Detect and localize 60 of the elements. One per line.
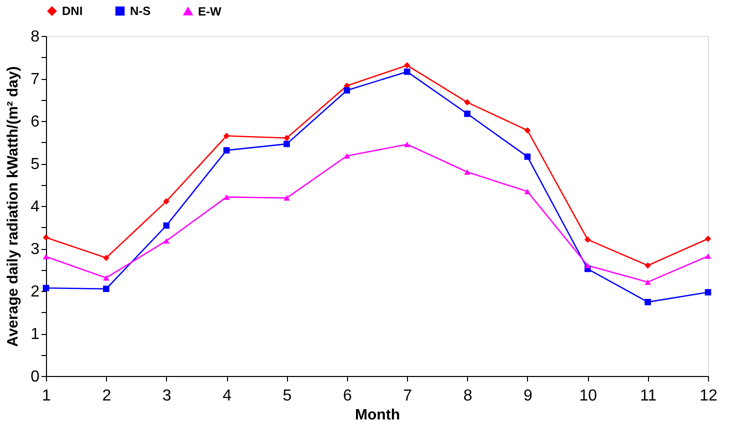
x-tick-label: 6 bbox=[342, 388, 352, 404]
point bbox=[704, 289, 712, 296]
point bbox=[524, 127, 531, 134]
point bbox=[344, 87, 350, 94]
point bbox=[704, 253, 712, 259]
legend-label: E-W bbox=[198, 4, 222, 18]
point bbox=[404, 68, 410, 75]
point bbox=[103, 254, 110, 262]
x-tick-label: 1 bbox=[42, 388, 52, 404]
y-tick-label: 1 bbox=[30, 326, 40, 343]
y-tick-label: 5 bbox=[30, 156, 40, 173]
y-tick-label: 3 bbox=[30, 241, 40, 258]
point bbox=[644, 262, 651, 269]
x-axis-title: Month bbox=[355, 406, 400, 424]
y-tick-label: 7 bbox=[30, 71, 40, 88]
point bbox=[584, 236, 591, 243]
point bbox=[163, 222, 170, 229]
x-tick-label: 7 bbox=[403, 388, 412, 404]
point bbox=[103, 286, 110, 292]
point bbox=[644, 279, 651, 285]
point bbox=[223, 194, 230, 200]
x-tick-label: 2 bbox=[102, 388, 112, 404]
y-tick-label: 0 bbox=[30, 368, 40, 386]
point bbox=[524, 154, 531, 160]
point bbox=[704, 236, 712, 242]
point bbox=[163, 198, 170, 204]
point bbox=[524, 188, 531, 194]
x-tick-label: 10 bbox=[579, 388, 598, 404]
x-tick-label: 4 bbox=[222, 388, 232, 404]
y-tick-label: 2 bbox=[30, 284, 40, 300]
x-tick-label: 12 bbox=[700, 388, 718, 404]
point bbox=[464, 99, 470, 106]
x-tick-label: 9 bbox=[524, 388, 532, 404]
legend-label: DNI bbox=[62, 4, 83, 18]
x-tick-label: 8 bbox=[463, 388, 472, 404]
y-tick-label: 4 bbox=[30, 198, 40, 216]
point bbox=[223, 132, 230, 140]
point bbox=[284, 134, 290, 142]
y-axis-title: Average daily radiation kWatth/(m² day) bbox=[4, 66, 22, 347]
y-tick-label: 8 bbox=[30, 28, 40, 46]
point bbox=[464, 169, 470, 175]
y-tick-label: 6 bbox=[30, 114, 40, 130]
point bbox=[284, 195, 290, 201]
point bbox=[584, 262, 591, 268]
point bbox=[404, 142, 410, 148]
point bbox=[344, 153, 350, 159]
point bbox=[103, 275, 110, 281]
point bbox=[42, 284, 50, 292]
point bbox=[404, 62, 410, 68]
point bbox=[284, 140, 290, 148]
point bbox=[163, 238, 170, 244]
x-tick-label: 5 bbox=[282, 388, 292, 404]
point bbox=[464, 110, 470, 117]
point bbox=[644, 298, 651, 306]
point bbox=[223, 147, 230, 154]
point bbox=[42, 254, 50, 260]
x-tick-label: 11 bbox=[640, 388, 657, 404]
point bbox=[42, 234, 50, 241]
legend-label: N-S bbox=[130, 4, 151, 18]
x-tick-label: 3 bbox=[162, 388, 172, 404]
